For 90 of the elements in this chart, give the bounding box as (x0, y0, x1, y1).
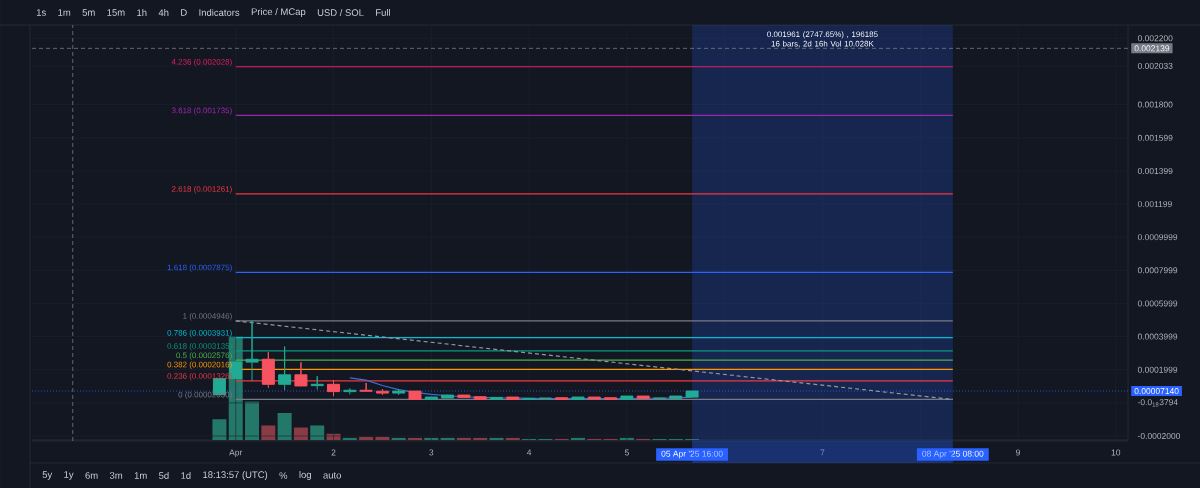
x-tick-label: Apr (229, 449, 243, 458)
candlestick (457, 394, 471, 398)
bar (456, 437, 471, 440)
y-tick-label: 0.0005999 (1137, 300, 1178, 307)
text: 1s (36, 9, 46, 16)
bar (440, 437, 455, 440)
text: 6m (85, 472, 98, 479)
y-tick-label: 0.001800 (1137, 101, 1173, 108)
text: 5y (42, 471, 53, 480)
candlestick (636, 395, 650, 399)
bar (277, 413, 292, 440)
ref-line-label: 0.002139 (1134, 45, 1170, 52)
candlestick (408, 390, 422, 400)
candlestick (278, 346, 292, 391)
ref-line-label: 0.00007140 (1134, 388, 1179, 395)
y-tick-label: 0.0007999 (1137, 267, 1178, 274)
bar (375, 436, 390, 440)
x-tick-label: 3 (429, 449, 434, 456)
bar (408, 437, 423, 440)
candlestick (587, 396, 601, 400)
y-tick-label: 0.002033 (1137, 62, 1173, 69)
bar (391, 437, 406, 440)
y-tick-label: -0.0002000 (1137, 433, 1181, 440)
x-tick-label: 08 Apr '25 08:00 (922, 450, 984, 459)
bar (261, 425, 276, 440)
x-tick-label: 9 (1016, 449, 1020, 456)
y-tick-label: 0.001599 (1137, 134, 1173, 141)
candlestick (343, 388, 357, 395)
text: Full (376, 9, 390, 16)
text: 4h (158, 9, 169, 16)
bar (473, 437, 488, 440)
x-tick-label: 05 Apr '25 16:00 (661, 450, 723, 459)
bar (489, 437, 504, 440)
x-tick-label: 7 (820, 449, 825, 456)
candlestick (327, 379, 341, 397)
text: auto (323, 472, 341, 479)
x-tick-label: 2 (331, 449, 336, 456)
bar (212, 419, 227, 440)
candlestick (571, 396, 585, 400)
candlestick (669, 395, 683, 399)
candlestick (685, 390, 699, 398)
bar (570, 437, 585, 440)
candlestick (506, 396, 520, 400)
bar (359, 436, 374, 440)
candlestick (538, 397, 552, 400)
candlestick (555, 397, 569, 400)
text: 5m (82, 9, 95, 16)
bar (505, 437, 520, 440)
bar (424, 437, 439, 440)
text: 15m (107, 9, 125, 16)
candlestick (294, 361, 308, 387)
text: 1y (64, 471, 74, 480)
candlestick (392, 388, 406, 396)
y-tick-label: -0.0$_{18}$3794 (1137, 399, 1178, 407)
y-tick-label: 0.0009999 (1137, 234, 1178, 241)
x-tick-label: 5 (624, 449, 629, 456)
y-tick-label: 0.0001999 (1137, 366, 1178, 373)
text: 18:13:57 (UTC) (203, 471, 268, 480)
text: 1m (134, 472, 147, 479)
bar (342, 437, 357, 440)
text: Price / MCap (251, 8, 306, 17)
text: 3m (109, 472, 123, 479)
candlestick (245, 320, 259, 382)
candlestick (522, 397, 536, 400)
candlestick (375, 388, 389, 396)
x-tick-label: 10 (1111, 449, 1121, 456)
bar (310, 425, 325, 440)
candlestick (261, 351, 275, 389)
text: 1m (58, 9, 71, 16)
text: 1h (137, 9, 147, 16)
y-tick-label: 0.001399 (1137, 168, 1173, 174)
y-tick-label: 0.001199 (1137, 201, 1172, 208)
candlestick (310, 375, 324, 391)
text: D (181, 9, 187, 16)
y-tick-label: 0.002200 (1137, 35, 1173, 42)
candlestick (424, 396, 438, 400)
candlestick (490, 396, 503, 400)
text: USD / SOL (317, 9, 364, 16)
text: % (279, 472, 288, 479)
text: log (299, 471, 311, 480)
text: Indicators (199, 9, 240, 16)
candlestick (620, 395, 634, 400)
x-tick-label: 4 (526, 449, 532, 456)
candlestick (473, 396, 487, 400)
candlestick (604, 397, 618, 400)
candlestick (359, 382, 373, 393)
text: 1d (181, 472, 191, 479)
candlestick (441, 394, 455, 399)
text: 5d (159, 472, 169, 479)
y-tick-label: 0.0003999 (1137, 333, 1178, 340)
